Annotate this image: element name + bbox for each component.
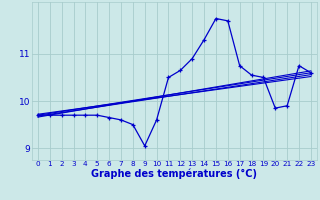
- X-axis label: Graphe des températures (°C): Graphe des températures (°C): [92, 169, 257, 179]
